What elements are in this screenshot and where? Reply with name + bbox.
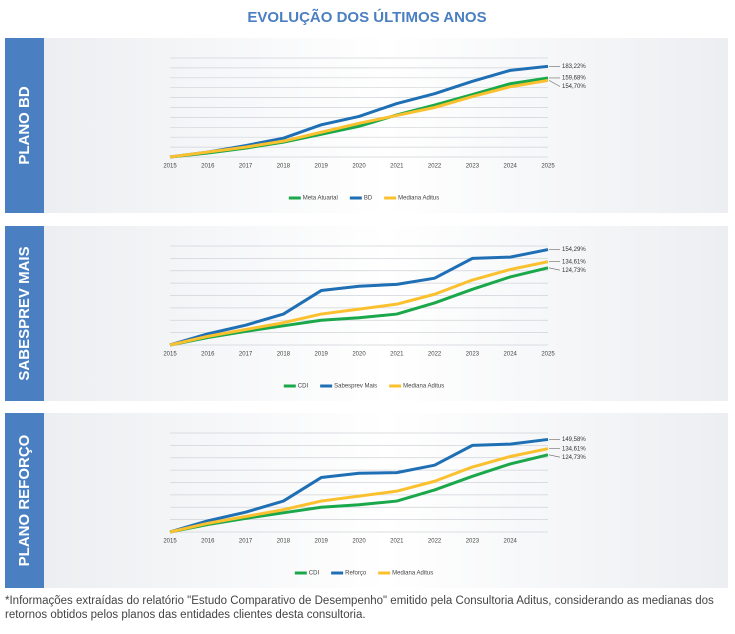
x-tick-label: 2016: [201, 539, 215, 545]
x-tick-label: 2018: [277, 164, 291, 170]
legend-label: Reforço: [345, 571, 367, 577]
side-label-box: [5, 38, 44, 213]
end-value-label: 124,73%: [562, 268, 586, 274]
x-tick-label: 2023: [466, 539, 480, 545]
legend: Meta Atuarial BD Mediana Aditus: [288, 196, 439, 202]
label-leader: [548, 267, 561, 271]
end-value-label: 149,58%: [562, 437, 586, 443]
series-line: [169, 248, 549, 347]
legend-label: BD: [364, 196, 373, 202]
series-line: [169, 447, 549, 534]
label-leader: [548, 80, 561, 87]
series-line: [169, 260, 549, 347]
x-tick-label: 2017: [239, 164, 253, 170]
legend-label: Mediana Aditus: [398, 196, 439, 202]
page-title: EVOLUÇÃO DOS ÚLTIMOS ANOS: [247, 8, 486, 26]
legend-label: Mediana Aditus: [403, 384, 444, 390]
panel-background: [44, 38, 728, 213]
x-tick-label: 2025: [541, 352, 555, 358]
x-tick-label: 2015: [163, 164, 177, 170]
x-tick-label: 2025: [541, 164, 555, 170]
x-tick-label: 2024: [504, 539, 518, 545]
series-line: [169, 453, 549, 534]
x-tick-label: 2018: [277, 352, 291, 358]
x-tick-label: 2017: [239, 539, 253, 545]
legend-label: CDI: [298, 384, 309, 390]
side-label: PLANO REFORÇO: [16, 434, 33, 566]
x-tick-label: 2021: [390, 164, 404, 170]
x-tick-label: 2020: [352, 539, 366, 545]
side-label: SABESPREV MAIS: [16, 246, 33, 380]
series-line: [169, 437, 549, 534]
x-tick-label: 2015: [163, 352, 177, 358]
side-label: PLANO BD: [16, 86, 33, 165]
x-tick-label: 2016: [201, 164, 215, 170]
x-tick-label: 2019: [315, 352, 329, 358]
legend: CDI Reforço Mediana Aditus: [294, 571, 433, 577]
x-tick-label: 2024: [504, 164, 518, 170]
x-tick-label: 2019: [315, 164, 329, 170]
series-line: [169, 78, 549, 159]
label-leader: [548, 454, 561, 458]
series-line: [169, 266, 549, 347]
x-tick-label: 2022: [428, 539, 442, 545]
end-value-label: 124,73%: [562, 455, 586, 461]
legend-label: Mediana Aditus: [392, 571, 433, 577]
x-tick-label: 2021: [390, 352, 404, 358]
end-value-label: 154,29%: [562, 247, 586, 253]
side-label-box: [5, 413, 44, 588]
legend: CDI Sabesprev Mais Mediana Aditus: [283, 384, 444, 390]
legend-label: Meta Atuarial: [303, 196, 338, 202]
x-tick-label: 2019: [315, 539, 329, 545]
legend-label: CDI: [309, 571, 320, 577]
side-label-box: [5, 226, 44, 401]
x-tick-label: 2021: [390, 539, 404, 545]
end-value-label: 134,61%: [562, 446, 586, 452]
end-value-label: 183,22%: [562, 64, 586, 70]
x-tick-label: 2023: [466, 352, 480, 358]
panel-background: [44, 226, 728, 401]
x-tick-label: 2022: [428, 352, 442, 358]
footnote-box: *Informações extraídas do relatório "Est…: [5, 595, 714, 621]
footnote: *Informações extraídas do relatório "Est…: [5, 595, 714, 621]
end-value-label: 134,61%: [562, 259, 586, 265]
x-tick-label: 2024: [504, 352, 518, 358]
x-tick-label: 2022: [428, 164, 442, 170]
x-tick-label: 2016: [201, 352, 215, 358]
x-tick-label: 2017: [239, 352, 253, 358]
legend-label: Sabesprev Mais: [334, 384, 377, 390]
x-tick-label: 2018: [277, 539, 291, 545]
end-value-label: 159,68%: [562, 76, 586, 82]
x-tick-label: 2020: [352, 352, 366, 358]
panel-background: [44, 413, 728, 588]
x-tick-label: 2015: [163, 539, 177, 545]
x-tick-label: 2023: [466, 164, 480, 170]
end-value-label: 154,70%: [562, 84, 586, 90]
x-tick-label: 2020: [352, 164, 366, 170]
